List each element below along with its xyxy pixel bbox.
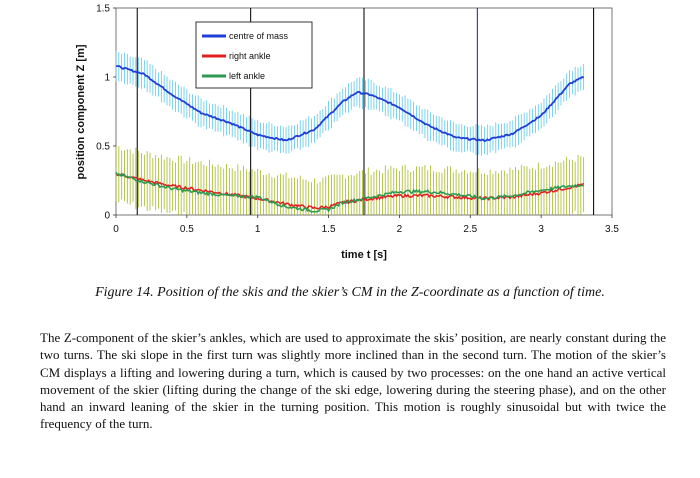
- series-line-3: [115, 171, 584, 213]
- series-lines: [115, 65, 585, 213]
- legend: centre of mass right ankle left ankle: [195, 21, 313, 89]
- x-tick-label: 2: [397, 224, 403, 235]
- chart: 0 0.5 1 1.5 2 2.5 3 3.5 0 0.5 1 1.5 position compon…: [75, 4, 619, 262]
- x-tick-label: 1.5: [322, 224, 336, 235]
- x-tick-label: 2.5: [463, 224, 477, 235]
- axis-ticks: 0 0.5 1 1.5 2 2.5 3 3.5 0 0.5 1 1.5: [96, 4, 619, 236]
- x-tick-label: 0.5: [180, 224, 194, 235]
- legend-label: left ankle: [229, 71, 265, 81]
- x-tick-label: 3.5: [605, 224, 619, 235]
- x-axis-label: time t [s]: [341, 249, 387, 261]
- y-tick-label: 1.5: [96, 4, 110, 15]
- x-tick-label: 0: [113, 224, 119, 235]
- legend-label: right ankle: [229, 51, 271, 61]
- legend-label: centre of mass: [229, 31, 289, 41]
- x-tick-label: 3: [538, 224, 544, 235]
- y-tick-label: 1: [104, 73, 110, 84]
- x-tick-label: 1: [255, 224, 261, 235]
- y-axis-label: position component Z [m]: [75, 44, 87, 179]
- y-tick-label: 0: [104, 211, 110, 222]
- series-line-1: [116, 65, 584, 143]
- body-paragraph: The Z-component of the skier’s ankles, w…: [40, 330, 666, 432]
- figure-caption: Figure 14. Position of the skis and the …: [95, 285, 605, 300]
- y-tick-label: 0.5: [96, 142, 110, 153]
